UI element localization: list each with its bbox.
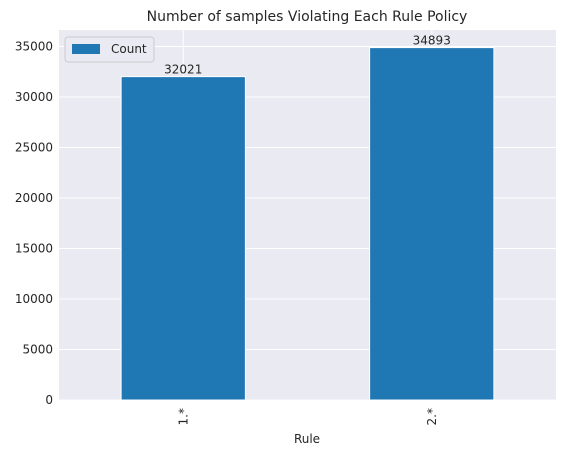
y-tick-label: 35000 bbox=[15, 40, 53, 54]
y-tick-label: 20000 bbox=[15, 191, 53, 205]
legend-entry: Count bbox=[111, 42, 147, 56]
bar-value-label: 32021 bbox=[164, 63, 202, 77]
bar-value-label: 34893 bbox=[413, 34, 451, 48]
y-axis: 0 5000 10000 15000 20000 25000 30000 35000 bbox=[15, 40, 53, 407]
y-tick-label: 5000 bbox=[22, 343, 53, 357]
y-tick-label: 0 bbox=[45, 393, 53, 407]
x-tick-label: 1.* bbox=[176, 408, 190, 425]
y-tick-label: 15000 bbox=[15, 242, 53, 256]
legend-box bbox=[64, 36, 155, 63]
chart-title: Number of samples Violating Each Rule Po… bbox=[147, 9, 468, 25]
legend-swatch bbox=[72, 44, 100, 54]
x-axis-label: Rule bbox=[294, 432, 320, 446]
bar bbox=[120, 76, 246, 401]
y-tick-label: 30000 bbox=[15, 90, 53, 104]
y-tick-label: 25000 bbox=[15, 141, 53, 155]
legend: Count bbox=[64, 36, 155, 63]
x-axis: 1.* 2.* bbox=[176, 408, 439, 425]
bars bbox=[120, 47, 495, 401]
bar bbox=[369, 47, 495, 401]
y-tick-label: 10000 bbox=[15, 292, 53, 306]
data-labels: 32021 34893 bbox=[164, 34, 451, 77]
x-tick-label: 2.* bbox=[425, 408, 439, 425]
